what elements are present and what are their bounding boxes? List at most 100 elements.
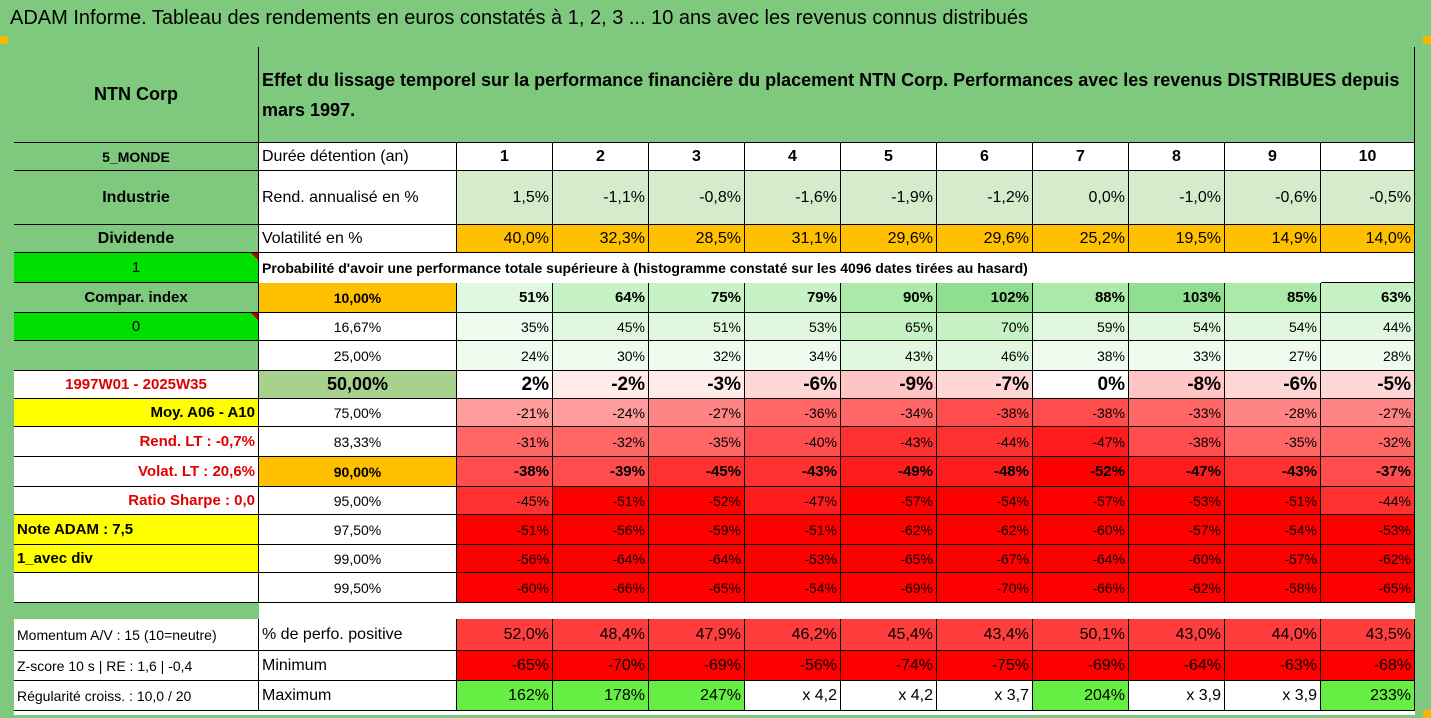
momentum-label: Momentum A/V : 15 (10=neutre) — [14, 619, 259, 651]
minimum-value: -69% — [649, 651, 745, 681]
maximum-value: x 3,7 — [937, 681, 1033, 711]
probability-value: 51% — [649, 313, 745, 341]
probability-value: -67% — [937, 545, 1033, 573]
volatility-label: Volatilité en % — [259, 225, 457, 253]
probability-threshold: 95,00% — [259, 487, 457, 515]
report-description: Effet du lissage temporel sur la perform… — [259, 47, 1415, 143]
annual-return-value: 0,0% — [1033, 171, 1129, 225]
probability-value: -65% — [841, 545, 937, 573]
volatility-value: 32,3% — [553, 225, 649, 253]
probability-heading: Probabilité d'avoir une performance tota… — [259, 253, 1321, 283]
annual-return-value: -1,0% — [1129, 171, 1225, 225]
maximum-value: x 4,2 — [841, 681, 937, 711]
minimum-value: -56% — [745, 651, 841, 681]
positive-perf-value: 46,2% — [745, 619, 841, 651]
positive-perf-value: 43,4% — [937, 619, 1033, 651]
probability-value: -38% — [937, 399, 1033, 427]
corner-marker — [1423, 710, 1431, 718]
probability-value: -2% — [553, 371, 649, 399]
minimum-value: -70% — [553, 651, 649, 681]
probability-value: 103% — [1129, 283, 1225, 313]
volatility-value: 14,0% — [1321, 225, 1415, 253]
dividend-label: Dividende — [14, 225, 259, 253]
probability-value: -57% — [1225, 545, 1321, 573]
probability-value: -62% — [1321, 545, 1415, 573]
probability-value: -47% — [1033, 427, 1129, 457]
comment-marker — [251, 313, 258, 320]
probability-value: -60% — [1129, 545, 1225, 573]
probability-value: -48% — [937, 457, 1033, 487]
probability-value: -66% — [1033, 573, 1129, 603]
probability-value: -37% — [1321, 457, 1415, 487]
probability-threshold: 25,00% — [259, 341, 457, 371]
probability-value: -54% — [745, 573, 841, 603]
probability-value: -32% — [1321, 427, 1415, 457]
probability-value: -56% — [553, 515, 649, 545]
probability-value: -44% — [1321, 487, 1415, 515]
probability-value: -27% — [1321, 399, 1415, 427]
probability-value: -70% — [937, 573, 1033, 603]
probability-threshold: 97,50% — [259, 515, 457, 545]
probability-value: 35% — [457, 313, 553, 341]
sharpe-ratio: Ratio Sharpe : 0,0 — [14, 487, 259, 515]
maximum-value: x 4,2 — [745, 681, 841, 711]
year-header: 8 — [1129, 143, 1225, 171]
probability-value: -33% — [1129, 399, 1225, 427]
probability-threshold: 75,00% — [259, 399, 457, 427]
probability-value: 59% — [1033, 313, 1129, 341]
comment-marker — [251, 253, 258, 260]
probability-value: -9% — [841, 371, 937, 399]
probability-value: -56% — [457, 545, 553, 573]
probability-value: 32% — [649, 341, 745, 371]
volatility-value: 19,5% — [1129, 225, 1225, 253]
volatility-value: 14,9% — [1225, 225, 1321, 253]
maximum-value: 233% — [1321, 681, 1415, 711]
probability-value: 54% — [1129, 313, 1225, 341]
probability-value: -28% — [1225, 399, 1321, 427]
holding-period-label: Durée détention (an) — [259, 143, 457, 171]
probability-value: -60% — [457, 573, 553, 603]
maximum-value: x 3,9 — [1129, 681, 1225, 711]
probability-value: 90% — [841, 283, 937, 313]
probability-value: -8% — [1129, 371, 1225, 399]
probability-value: 30% — [553, 341, 649, 371]
probability-value: 85% — [1225, 283, 1321, 313]
year-header: 1 — [457, 143, 553, 171]
volatility-value: 29,6% — [841, 225, 937, 253]
probability-value: -65% — [1321, 573, 1415, 603]
corner-marker — [1423, 36, 1431, 44]
selector-1[interactable]: 1 — [14, 253, 259, 283]
minimum-label: Minimum — [259, 651, 457, 681]
positive-perf-value: 52,0% — [457, 619, 553, 651]
minimum-value: -64% — [1129, 651, 1225, 681]
probability-value: -53% — [745, 545, 841, 573]
minimum-value: -74% — [841, 651, 937, 681]
probability-value: -35% — [649, 427, 745, 457]
positive-perf-value: 50,1% — [1033, 619, 1129, 651]
regularity-label: Régularité croiss. : 10,0 / 20 — [14, 681, 259, 711]
probability-value: -64% — [649, 545, 745, 573]
volatility-value: 25,2% — [1033, 225, 1129, 253]
volatility-value: 28,5% — [649, 225, 745, 253]
sector-label: Industrie — [14, 171, 259, 225]
probability-threshold: 83,33% — [259, 427, 457, 457]
probability-value: 102% — [937, 283, 1033, 313]
probability-value: -38% — [1033, 399, 1129, 427]
probability-value: -6% — [745, 371, 841, 399]
selector-0[interactable]: 0 — [14, 313, 259, 341]
average-label: Moy. A06 - A10 — [14, 399, 259, 427]
year-header: 2 — [553, 143, 649, 171]
adam-note: Note ADAM : 7,5 — [14, 515, 259, 545]
probability-value: -7% — [937, 371, 1033, 399]
probability-value: -52% — [1033, 457, 1129, 487]
year-header: 6 — [937, 143, 1033, 171]
probability-value: 75% — [649, 283, 745, 313]
probability-value: -51% — [745, 515, 841, 545]
corner-marker — [0, 36, 8, 44]
probability-value: -57% — [1129, 515, 1225, 545]
probability-value: -51% — [553, 487, 649, 515]
probability-threshold: 99,00% — [259, 545, 457, 573]
positive-perf-value: 44,0% — [1225, 619, 1321, 651]
probability-value: 63% — [1321, 283, 1415, 313]
volatility-value: 31,1% — [745, 225, 841, 253]
